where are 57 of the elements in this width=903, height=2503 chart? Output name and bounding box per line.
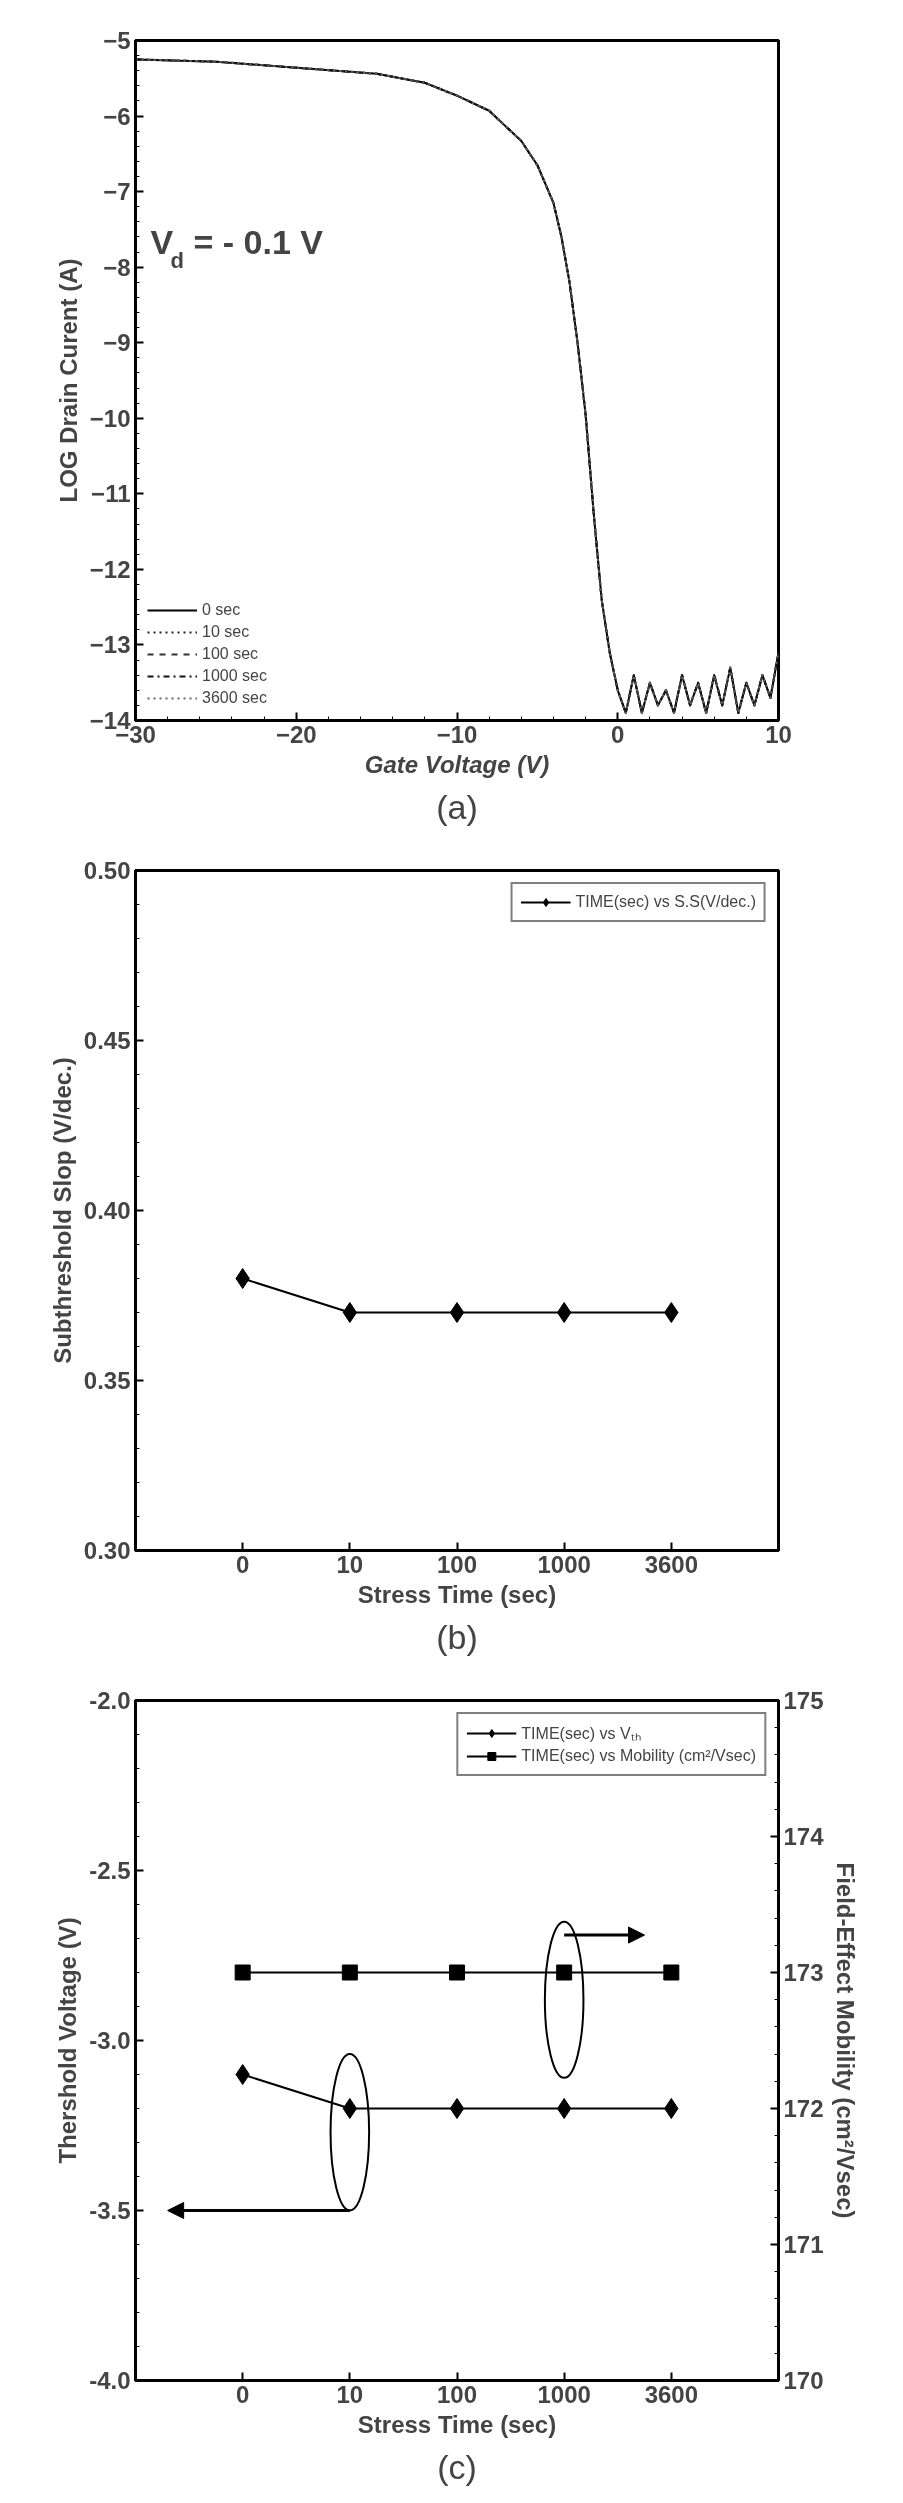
x-tick-label: 0 [235,2380,250,2408]
y-tick-label: −7 [103,178,131,206]
x-axis-title: Stress Time (sec) [357,1580,557,1608]
legend-label: 1000 sec [202,667,267,685]
x-tick-label: 10 [336,1550,364,1578]
x-tick-label: 0 [235,1550,250,1578]
y-tick-label: -3.5 [89,2197,131,2224]
y-tick-label: 0.35 [83,1367,131,1394]
x-tick-label: −20 [275,720,317,748]
legend-label: 3600 sec [202,689,267,707]
x-tick-label: 100 [436,2380,478,2408]
y-tick-label: 0.45 [83,1027,131,1054]
x-tick-label: 1000 [537,2380,591,2408]
text: (b) [436,1617,478,1656]
y2-tick-label: 175 [783,1687,824,1714]
y-tick-label: −9 [103,329,131,357]
x-tick-label: 1000 [537,1550,591,1578]
y-tick-label: -4.0 [89,2367,131,2394]
y-tick-label: 0.30 [83,1537,131,1564]
legend-label: 100 sec [202,645,259,663]
y-tick-label: -2.5 [89,1857,131,1884]
x-axis-title: Gate Voltage (V) [364,750,550,778]
y-tick-label: −6 [103,102,131,130]
y-axis-title: Thershold Voltage (V) [54,1917,82,2164]
legend-label: TIME(sec) vs Vₜₕ [521,1724,641,1744]
y-axis-title: LOG Drain Curent (A) [54,258,82,503]
legend-label: TIME(sec) vs S.S(V/dec.) [575,893,756,911]
y-tick-label: −11 [91,480,131,508]
x-tick-label: 0 [611,720,625,748]
y-tick-label: −8 [103,253,131,281]
text: (c) [437,2447,477,2486]
y-tick-label: −12 [89,555,131,583]
text: (a) [436,787,478,826]
y2-tick-label: 174 [783,1823,825,1850]
y2-tick-label: 173 [783,1959,824,1986]
y-tick-label: -3.0 [89,2027,131,2054]
y2-tick-label: 172 [783,2095,824,2122]
y-tick-label: 0.50 [83,857,131,884]
y-tick-label: 0.40 [83,1197,131,1224]
x-tick-label: 10 [336,2380,364,2408]
y-tick-label: −13 [89,631,131,659]
legend-label: TIME(sec) vs Mobility (cm²/Vsec) [521,1747,756,1765]
y-tick-label: −5 [103,27,131,54]
x-tick-label: 10 [765,720,792,748]
legend-label: 0 sec [202,601,241,619]
y2-tick-label: 171 [783,2231,824,2258]
legend-label: 10 sec [202,623,250,641]
x-axis-title: Stress Time (sec) [357,2410,557,2438]
x-tick-label: 3600 [644,2380,699,2408]
x-tick-label: −10 [436,720,478,748]
x-tick-label: 3600 [644,1550,699,1578]
y-tick-label: −10 [89,404,131,432]
y2-tick-label: 170 [783,2367,824,2394]
y-axis-title: Subthreshold Slop (V/dec.) [48,1057,76,1364]
y2-axis-title: Field-Effect Mobility (cm²/Vsec) [831,1862,859,2219]
x-tick-label: 100 [436,1550,478,1578]
y-tick-label: -2.0 [89,1687,131,1714]
